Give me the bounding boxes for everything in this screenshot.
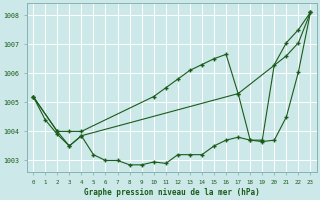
X-axis label: Graphe pression niveau de la mer (hPa): Graphe pression niveau de la mer (hPa) [84,188,260,197]
